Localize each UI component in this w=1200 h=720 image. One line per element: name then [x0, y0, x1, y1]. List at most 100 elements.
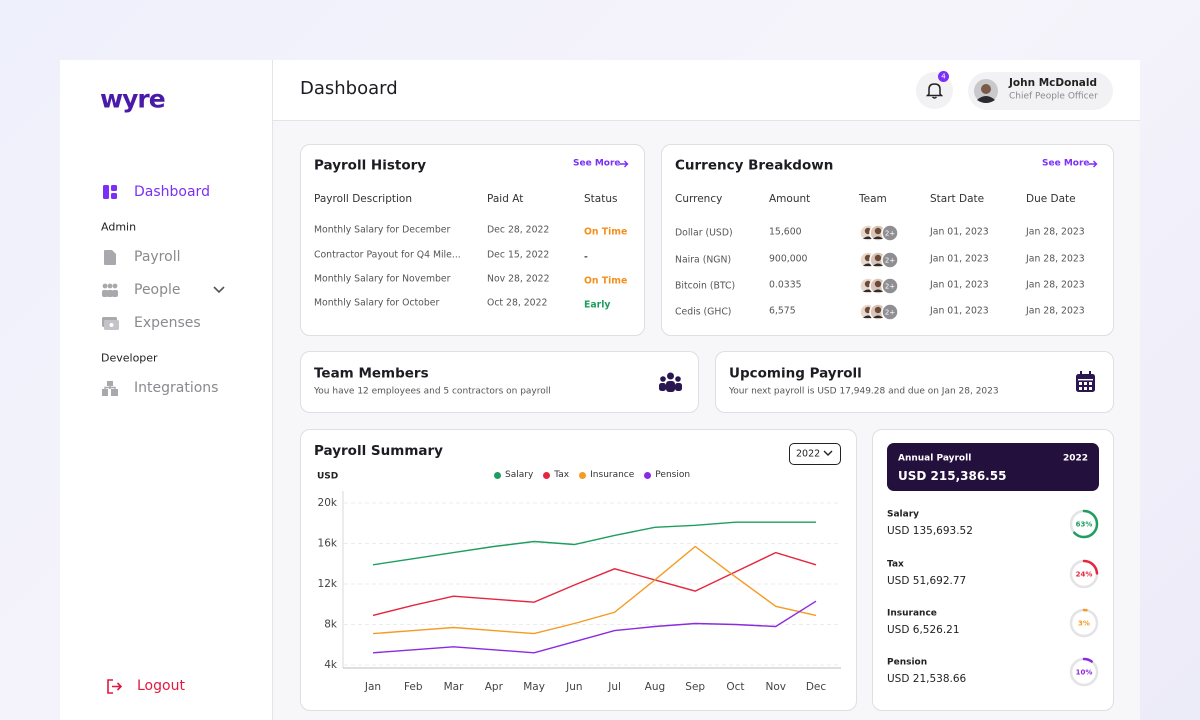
cell: 15,600 — [769, 226, 802, 238]
brand-logo[interactable]: wyre — [100, 84, 166, 114]
cell: Jan 28, 2023 — [1026, 305, 1085, 317]
page-title: Dashboard — [300, 78, 398, 99]
sidebar — [60, 60, 273, 720]
ring-progress — [1069, 559, 1099, 589]
payroll-icon — [104, 250, 116, 265]
expenses-icon — [102, 317, 119, 330]
logout-icon — [107, 679, 122, 694]
legend-label: Pension — [655, 470, 691, 480]
item-name: Salary — [887, 509, 920, 520]
cell: Jan 01, 2023 — [930, 279, 989, 291]
chart-title: Payroll Summary — [314, 443, 443, 459]
nav-item-active[interactable]: Dashboard — [134, 184, 210, 200]
ring-label: 3% — [1078, 620, 1090, 628]
cell: Oct 28, 2022 — [487, 297, 548, 309]
y-tick-label: 20k — [318, 497, 338, 509]
ring-progress — [1069, 657, 1099, 687]
avatar-face — [874, 306, 882, 314]
cell: Monthly Salary for November — [314, 273, 451, 285]
legend-label: Insurance — [590, 470, 635, 480]
series-line — [372, 600, 817, 654]
ring-label: 63% — [1076, 521, 1093, 529]
nav-item[interactable]: Payroll — [134, 249, 181, 265]
card-text: You have 12 employees and 5 contractors … — [314, 386, 551, 397]
team-more: 2+ — [885, 230, 895, 238]
avatar-face — [874, 280, 882, 288]
nav-section: Developer — [101, 351, 158, 365]
team-avatars: 2+ — [859, 251, 899, 269]
upcoming-payroll-card[interactable] — [715, 351, 1114, 413]
percent-rings: 63% 24% 3% 10% — [1069, 509, 1099, 687]
item-amount: USD 135,693.52 — [887, 524, 973, 537]
annual-summary — [887, 443, 1099, 491]
cell: Bitcoin (BTC) — [675, 280, 736, 292]
payroll-summary-card — [300, 429, 857, 711]
column-header: Paid At — [487, 192, 524, 205]
chevron-down — [823, 450, 833, 456]
cell: Jan 28, 2023 — [1026, 253, 1085, 265]
cell: Dec 15, 2022 — [487, 249, 550, 261]
cell: Dec 28, 2022 — [487, 224, 550, 236]
nav-item[interactable]: People — [134, 282, 181, 298]
cell: Contractor Payout for Q4 Mile... — [314, 249, 461, 261]
avatar-body — [873, 263, 883, 266]
people-icon — [102, 283, 118, 297]
team-icon — [659, 372, 682, 392]
team-members-card[interactable] — [300, 351, 699, 413]
bell-icon — [926, 83, 943, 99]
column-header: Currency — [675, 192, 723, 205]
status: Early — [584, 299, 611, 311]
column-header: Due Date — [1026, 192, 1076, 205]
user-name: John McDonald — [1009, 76, 1098, 89]
team-avatars: 2+ — [859, 277, 899, 295]
x-tick-label: Jun — [565, 681, 582, 693]
cell: Jan 01, 2023 — [930, 305, 989, 317]
year-select[interactable] — [789, 443, 841, 465]
cell: Monthly Salary for December — [314, 224, 451, 236]
user-role: Chief People Officer — [1009, 91, 1098, 102]
logout-button[interactable]: Logout — [137, 678, 185, 694]
item-name: Tax — [887, 559, 904, 570]
cell: Jan 01, 2023 — [930, 226, 989, 238]
nav-item[interactable]: Expenses — [134, 315, 201, 331]
status: On Time — [584, 275, 628, 287]
payroll-history-card — [300, 144, 645, 336]
ring-label: 10% — [1076, 669, 1093, 677]
cell: Jan 28, 2023 — [1026, 226, 1085, 238]
see-more-link[interactable]: See More — [1042, 158, 1090, 169]
avatar-body — [873, 289, 883, 292]
ring-progress — [1069, 509, 1099, 539]
item-amount: USD 21,538.66 — [887, 672, 967, 685]
y-tick-label: 12k — [318, 578, 338, 590]
notification-badge — [938, 71, 949, 82]
line-chart: Payroll Summary USD 4k 8k 12k 16k 20k Jan Feb M… — [314, 443, 841, 693]
nav-item[interactable]: Integrations — [134, 380, 219, 396]
chevron-down[interactable] — [213, 286, 225, 294]
user-avatar — [974, 79, 998, 103]
x-tick-label: Mar — [444, 681, 464, 693]
x-tick-label: Aug — [645, 681, 666, 693]
cell: Jan 28, 2023 — [1026, 279, 1085, 291]
y-tick-label: 8k — [324, 619, 338, 631]
legend-item: Salary — [494, 470, 533, 480]
item-amount: USD 51,692.77 — [887, 574, 967, 587]
team-more: 2+ — [885, 257, 895, 265]
card-title: Currency Breakdown — [675, 157, 834, 174]
avatar-face — [874, 254, 882, 262]
column-header: Team — [859, 192, 887, 205]
team-avatars: 2+ — [859, 224, 899, 242]
see-more-link[interactable]: See More — [573, 158, 621, 169]
legend-dot — [579, 471, 587, 479]
x-tick-label: Nov — [765, 681, 786, 693]
team-more-badge — [881, 277, 899, 295]
ring-label: 24% — [1076, 571, 1093, 579]
legend-label: Tax — [554, 470, 570, 480]
ring-progress — [1069, 608, 1099, 638]
column-header: Start Date — [930, 192, 985, 205]
nav-section: Admin — [101, 220, 137, 234]
column-header: Amount — [769, 192, 811, 205]
cell: Monthly Salary for October — [314, 297, 440, 309]
x-tick-label: May — [523, 681, 545, 693]
legend-item: Insurance — [579, 470, 634, 480]
x-tick-label: Dec — [806, 681, 827, 693]
